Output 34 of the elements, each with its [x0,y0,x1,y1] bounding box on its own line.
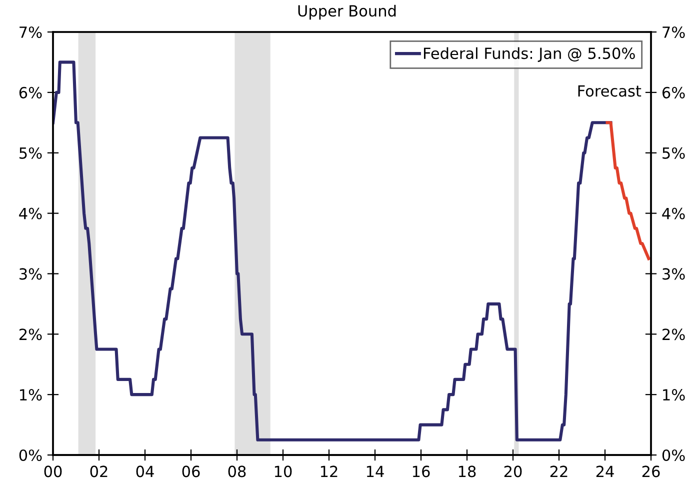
x-tick-label: 10 [274,466,292,478]
y-tick-label: 0% [19,449,42,462]
x-tick-label: 12 [320,466,338,478]
x-tick-label: 00 [44,466,62,478]
y2-tick-label: 3% [662,268,685,280]
y2-tick-label: 5% [662,147,685,159]
line-series [606,121,650,260]
chart-subtitle: Upper Bound [298,4,396,20]
x-tick-label: 22 [550,466,568,478]
y2-tick-label: 1% [663,389,685,401]
annotation: Forecast [578,85,642,97]
x-tick-label: 14 [366,466,384,478]
x-tick-label: 26 [642,466,660,478]
y-tick-label: 7% [20,26,42,38]
y-tick-label: 1% [20,389,42,401]
y-tick-label: 5% [20,147,42,159]
x-tick-label: 08 [228,466,246,478]
y2-tick-label: 7% [662,26,685,38]
x-tick-label: 16 [412,466,430,478]
x-tick-label: 24 [596,466,614,478]
y2-tick-label: 4% [662,208,685,220]
x-tick-label: 06 [182,466,200,478]
y-tick-label: 4% [19,208,42,220]
x-tick-label: 20 [504,466,522,478]
y-tick-label: 3% [20,268,42,280]
y2-tick-label: 2% [662,328,685,340]
y2-tick-label: 6% [662,86,685,98]
legend-label: Federal Funds: Jan @ 5.50% [424,47,635,62]
y-tick-label: 6% [19,86,42,98]
x-tick-label: 02 [90,466,108,478]
y-tick-label: 2% [19,328,42,340]
x-tick-label: 18 [458,466,476,478]
y2-tick-label: 0% [662,449,685,462]
x-tick-label: 04 [136,466,154,478]
